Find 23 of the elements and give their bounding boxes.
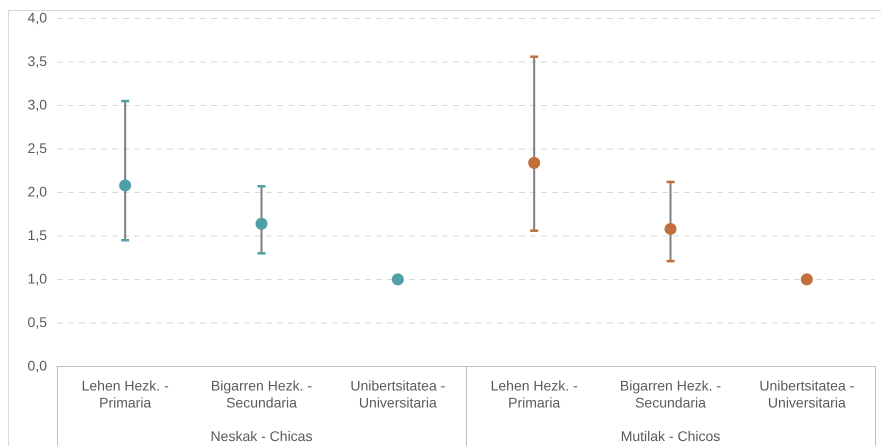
point (528, 156, 540, 169)
y-tick-label: 0,0 (28, 357, 48, 374)
y-tick-label: 2,5 (28, 140, 48, 156)
y-tick-label: 3,0 (28, 96, 48, 112)
x-tick-label: Unibertsitatea - Universitaria (759, 378, 855, 410)
x-tick-label: Unibertsitatea - Universitaria (350, 378, 446, 410)
y-tick-label: 1,0 (28, 270, 48, 286)
x-tick-label: Lehen Hezk. - Primaria (82, 378, 170, 410)
text: Mutilak - Chicos (620, 428, 720, 444)
y-tick-label: 0,5 (28, 314, 48, 330)
point (800, 273, 813, 286)
point (119, 179, 132, 192)
text: Neskak - Chicas (210, 428, 312, 444)
y-tick-label: 4,0 (28, 9, 48, 26)
y-tick-label: 1,5 (28, 226, 48, 243)
point (392, 273, 404, 286)
y-tick-label: 2,0 (28, 183, 48, 200)
point (256, 218, 268, 230)
point (664, 222, 676, 235)
y-tick-label: 3,5 (28, 52, 48, 69)
x-tick-label: Lehen Hezk. - Primaria (490, 378, 578, 410)
x-tick-label: Bigarren Hezk. - Secundaria (620, 378, 722, 410)
x-tick-label: Bigarren Hezk. - Secundaria (210, 378, 312, 410)
